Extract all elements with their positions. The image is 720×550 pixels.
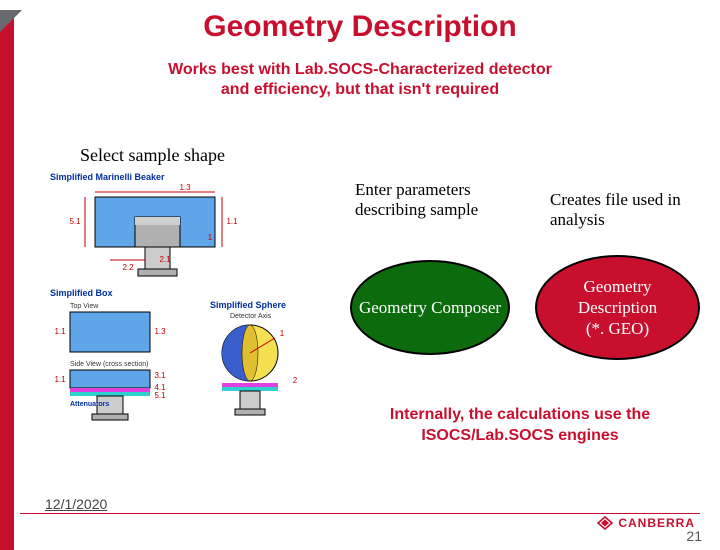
params-label: Enter parameters describing sample bbox=[355, 180, 505, 221]
svg-text:2.2: 2.2 bbox=[122, 263, 134, 272]
shape-thumbnails: Simplified Marinelli Beaker 1.3 1.1 5.1 … bbox=[50, 172, 330, 502]
subtitle-line2: and efficiency, but that isn't required bbox=[221, 81, 499, 98]
box-title: Simplified Box bbox=[50, 288, 330, 298]
left-accent-bar bbox=[0, 10, 14, 550]
brand-logo: CANBERRA bbox=[596, 516, 695, 530]
logo-text: CANBERRA bbox=[618, 516, 695, 530]
svg-text:Side View (cross section): Side View (cross section) bbox=[70, 361, 148, 368]
geometry-description-oval: Geometry Description (*. GEO) bbox=[535, 255, 700, 360]
corner-triangle bbox=[0, 10, 22, 32]
svg-text:2: 2 bbox=[293, 376, 298, 385]
select-sample-label: Select sample shape bbox=[80, 145, 225, 166]
oval-red-text: Geometry Description (*. GEO) bbox=[578, 276, 657, 340]
beaker-diagram: 1.3 1.1 5.1 2.2 2.1 1 bbox=[50, 182, 260, 282]
svg-text:Top View: Top View bbox=[70, 303, 99, 310]
page-number: 21 bbox=[686, 528, 702, 544]
svg-text:1.1: 1.1 bbox=[226, 217, 238, 226]
svg-text:1.1: 1.1 bbox=[54, 327, 66, 336]
svg-text:1.1: 1.1 bbox=[54, 375, 66, 384]
svg-text:1.3: 1.3 bbox=[179, 183, 191, 192]
page-title: Geometry Description bbox=[0, 10, 720, 44]
svg-text:5.1: 5.1 bbox=[154, 391, 166, 400]
footer-date: 12/1/2020 bbox=[45, 496, 107, 512]
svg-text:1: 1 bbox=[208, 233, 213, 242]
svg-text:3.1: 3.1 bbox=[154, 371, 166, 380]
box-diagram: Top View 1.1 1.3 Side View (cross sectio… bbox=[50, 298, 320, 428]
svg-text:1: 1 bbox=[280, 329, 285, 338]
logo-icon bbox=[596, 516, 614, 530]
oval-green-text: Geometry Composer bbox=[359, 297, 501, 318]
internal-note: Internally, the calculations use the ISO… bbox=[360, 405, 680, 447]
footer-divider bbox=[20, 513, 700, 514]
svg-text:Attenuators: Attenuators bbox=[70, 401, 109, 408]
subtitle: Works best with Lab.SOCS-Characterized d… bbox=[0, 60, 720, 100]
beaker-title: Simplified Marinelli Beaker bbox=[50, 172, 330, 182]
subtitle-line1: Works best with Lab.SOCS-Characterized d… bbox=[168, 61, 552, 78]
geometry-composer-oval: Geometry Composer bbox=[350, 260, 510, 355]
svg-text:2.1: 2.1 bbox=[159, 255, 171, 264]
creates-label: Creates file used in analysis bbox=[550, 190, 700, 231]
svg-text:5.1: 5.1 bbox=[69, 217, 81, 226]
svg-text:Detector Axis: Detector Axis bbox=[230, 313, 272, 320]
svg-text:1.3: 1.3 bbox=[154, 327, 166, 336]
svg-text:Simplified Sphere: Simplified Sphere bbox=[210, 300, 286, 310]
